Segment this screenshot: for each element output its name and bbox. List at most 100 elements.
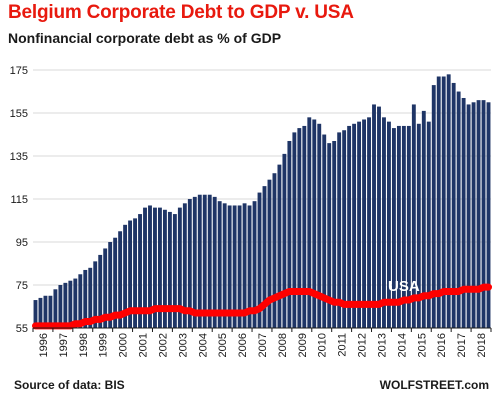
- bar-belgium: [78, 274, 83, 328]
- bar-belgium: [272, 173, 277, 328]
- x-tick-label: 2016: [436, 333, 448, 357]
- bar-belgium: [58, 285, 63, 328]
- bar-belgium: [302, 125, 307, 328]
- bar-belgium: [347, 125, 352, 328]
- bar-belgium: [182, 203, 187, 328]
- bar-belgium: [372, 104, 376, 328]
- bar-belgium: [471, 102, 476, 328]
- x-tick-label: 2013: [376, 333, 388, 357]
- y-tick-label: 175: [10, 65, 28, 77]
- bar-belgium: [367, 117, 371, 328]
- x-tick-label: 2010: [317, 333, 329, 357]
- x-tick-label: 2015: [416, 333, 428, 357]
- bar-belgium: [362, 119, 366, 328]
- y-tick-label: 55: [16, 323, 28, 335]
- bar-belgium: [202, 194, 207, 328]
- bar-belgium: [401, 125, 406, 328]
- bar-belgium: [118, 231, 123, 328]
- y-tick-label: 115: [10, 194, 28, 206]
- bar-belgium: [317, 123, 322, 328]
- x-tick-label: 2007: [257, 333, 269, 357]
- bar-belgium: [237, 205, 242, 328]
- x-tick-label: 2014: [396, 333, 408, 357]
- belgium-bars: [33, 74, 491, 329]
- bar-belgium: [217, 201, 222, 328]
- x-tick-label: 2002: [157, 333, 169, 357]
- axes: 175 155 135 115 95 75 55 1996 1997 1998 1999 2000 20…: [10, 65, 492, 357]
- bar-belgium: [267, 179, 272, 328]
- bar-belgium: [387, 121, 391, 329]
- y-tick-label: 95: [16, 237, 28, 249]
- bar-belgium: [262, 186, 267, 328]
- bar-belgium: [43, 295, 48, 328]
- bar-belgium: [83, 269, 88, 328]
- usa-line-layer: [31, 283, 493, 330]
- bar-belgium: [148, 205, 152, 328]
- bar-belgium: [391, 128, 396, 328]
- bar-belgium: [212, 196, 217, 328]
- bar-belgium: [88, 267, 93, 328]
- bar-belgium: [143, 207, 147, 328]
- bar-belgium: [252, 201, 257, 328]
- bar-belgium: [73, 278, 78, 328]
- bar-belgium: [337, 132, 342, 328]
- x-tick-label: 2005: [217, 333, 229, 357]
- bar-belgium: [461, 97, 466, 328]
- bar-belgium: [287, 140, 292, 328]
- bar-belgium: [138, 214, 142, 328]
- bar-belgium: [327, 143, 332, 328]
- bar-belgium: [197, 194, 202, 328]
- bar-belgium: [431, 85, 436, 329]
- bar-belgium: [277, 164, 282, 328]
- bar-belgium: [242, 203, 247, 328]
- bar-belgium: [257, 192, 262, 328]
- bar-belgium: [282, 153, 287, 328]
- x-tick-label: 1999: [98, 333, 110, 357]
- bar-belgium: [93, 261, 98, 328]
- bar-belgium: [486, 102, 491, 328]
- x-tick-label: 2004: [197, 333, 209, 357]
- chart-subtitle: Nonfinancial corporate debt as % of GDP: [8, 30, 282, 46]
- bar-belgium: [158, 207, 162, 328]
- bar-belgium: [456, 91, 461, 328]
- x-tick-label: 2011: [337, 333, 349, 357]
- bar-belgium: [187, 199, 192, 328]
- bar-belgium: [113, 237, 118, 328]
- bar-belgium: [406, 125, 411, 328]
- x-tick-label: 2006: [237, 333, 249, 357]
- bar-belgium: [322, 134, 327, 328]
- bar-belgium: [332, 140, 337, 328]
- bar-belgium: [133, 218, 137, 328]
- bar-belgium: [63, 282, 68, 328]
- bar-belgium: [411, 104, 416, 328]
- bar-belgium: [98, 254, 103, 328]
- bar-belgium: [421, 110, 426, 328]
- x-tick-label: 2003: [177, 333, 189, 357]
- bar-belgium: [123, 224, 128, 328]
- bar-belgium: [441, 76, 446, 328]
- bar-belgium: [53, 289, 58, 328]
- bar-belgium: [222, 203, 227, 328]
- bar-belgium: [128, 220, 133, 328]
- bar-belgium: [377, 106, 381, 329]
- bar-belgium: [167, 211, 172, 328]
- bar-belgium: [342, 130, 347, 328]
- brand-note: WOLFSTREET.com: [379, 378, 489, 392]
- bar-belgium: [33, 300, 38, 328]
- bar-belgium: [436, 76, 441, 328]
- bar-belgium: [177, 207, 182, 328]
- bar-belgium: [297, 128, 302, 328]
- bar-belgium: [357, 121, 362, 329]
- bar-belgium: [232, 205, 237, 328]
- bar-belgium: [247, 205, 252, 328]
- bar-belgium: [48, 295, 53, 328]
- bar-belgium: [466, 104, 471, 328]
- bar-belgium: [396, 125, 401, 328]
- usa-series-label: USA: [388, 278, 420, 295]
- x-tick-label: 1997: [58, 333, 70, 357]
- x-tick-label: 2012: [357, 333, 369, 357]
- bar-belgium: [68, 280, 73, 328]
- bar-belgium: [108, 242, 113, 328]
- bar-belgium: [162, 209, 167, 328]
